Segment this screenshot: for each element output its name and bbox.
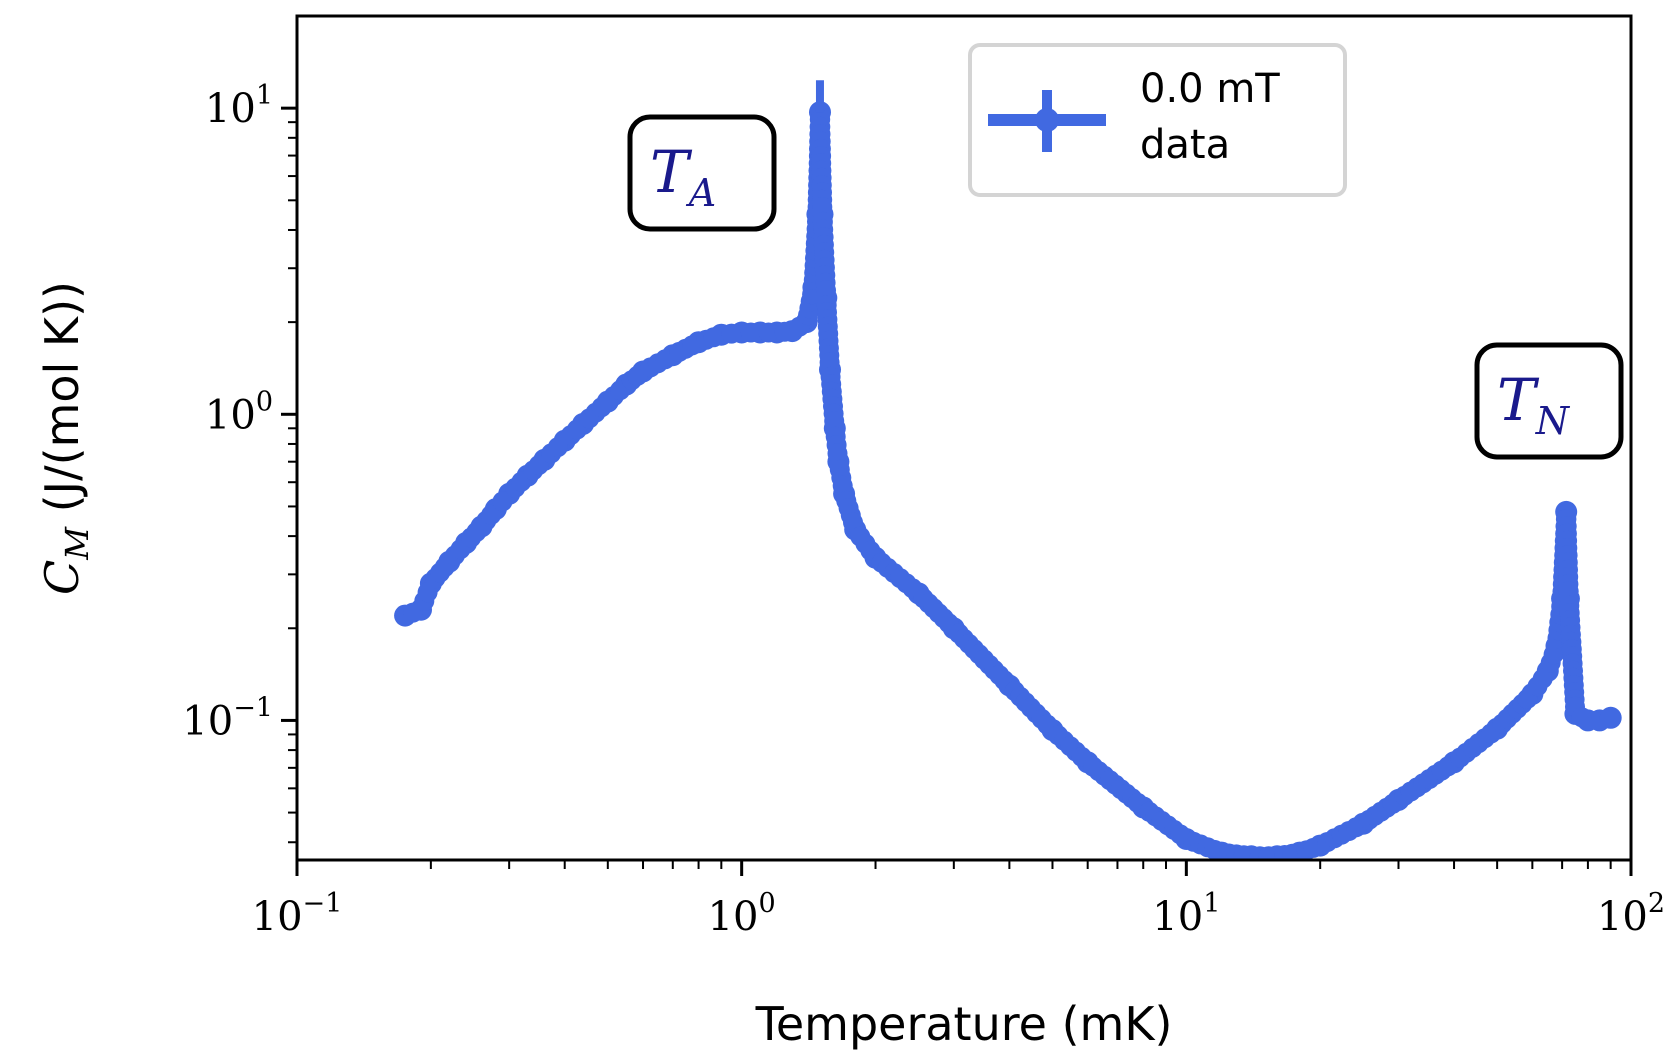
y-axis: 10−1 100 101 — [182, 80, 297, 744]
annotation-ta-text: TA — [650, 138, 716, 215]
y-tick-label-1: 100 — [205, 386, 273, 438]
plot-frame — [295, 14, 1633, 862]
x-tick-label-0: 10−1 — [252, 888, 343, 940]
data-marker — [824, 411, 845, 431]
legend-box — [968, 43, 1347, 197]
data-marker — [1258, 846, 1279, 860]
data-marker — [1571, 707, 1592, 728]
y-axis-label-subscript: M — [58, 526, 96, 561]
data-marker — [827, 443, 848, 464]
y-axis-label: CM (J/(mol K)) — [35, 281, 96, 595]
data-marker — [816, 280, 836, 301]
x-axis: 10−1 100 101 102 — [252, 860, 1665, 940]
x-tick-label-1: 100 — [708, 888, 776, 940]
data-marker — [547, 437, 568, 458]
legend-swatch-marker — [1035, 108, 1059, 132]
y-minor-ticks — [288, 121, 297, 844]
data-marker — [481, 504, 502, 525]
data-point — [1599, 706, 1622, 729]
y-tick-label-2: 101 — [205, 80, 273, 132]
y-axis-label-symbol: C — [35, 560, 89, 595]
data-marker — [1543, 644, 1564, 665]
x-minor-ticks — [429, 860, 1612, 869]
legend-line-2: data — [1140, 122, 1230, 168]
svg-text:CM (J/(mol K)): CM (J/(mol K)) — [35, 281, 96, 595]
legend: 0.0 mT data — [968, 43, 1347, 197]
x-tick-label-3: 102 — [1597, 888, 1665, 940]
x-axis-label: Temperature (mK) — [755, 997, 1173, 1051]
annotation-tn-box — [1474, 342, 1624, 460]
y-tick-label-0: 10−1 — [182, 692, 273, 744]
plot-area — [394, 80, 1622, 860]
data-marker — [812, 197, 833, 217]
legend-line-1: 0.0 mT — [1140, 66, 1280, 112]
data-marker — [758, 322, 779, 343]
series-layer — [394, 80, 1622, 860]
data-marker — [832, 475, 853, 496]
annotation-tn: TN — [1474, 342, 1624, 460]
data-marker — [492, 491, 513, 512]
data-marker — [819, 352, 840, 373]
y-axis-label-units: (J/(mol K)) — [35, 281, 89, 527]
data-marker — [1558, 581, 1579, 602]
data-marker — [721, 323, 742, 344]
data-marker — [740, 322, 761, 343]
x-tick-label-2: 101 — [1152, 888, 1220, 940]
data-marker — [1532, 668, 1553, 689]
annotation-ta-box — [627, 114, 777, 232]
data-marker — [1233, 845, 1254, 860]
data-marker — [703, 327, 724, 348]
annotation-tn-text: TN — [1497, 366, 1571, 443]
annotation-ta: TA — [627, 114, 777, 232]
